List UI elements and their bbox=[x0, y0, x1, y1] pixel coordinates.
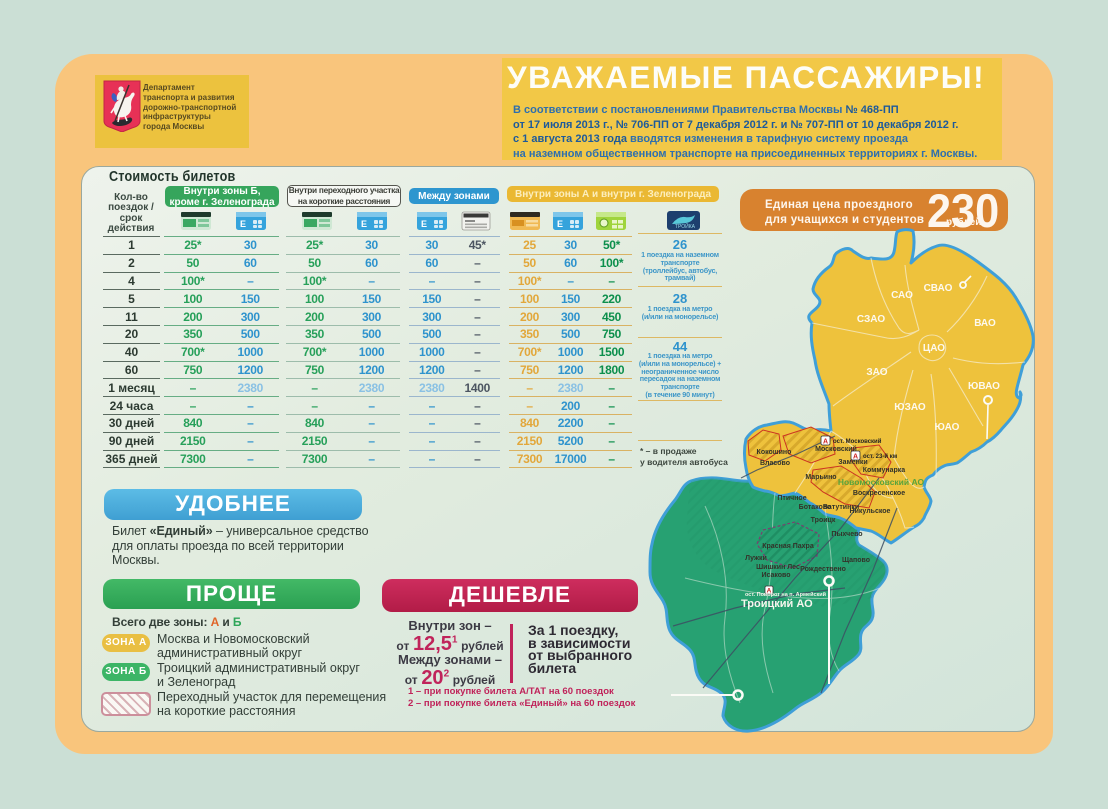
svg-text:СВАО: СВАО bbox=[924, 283, 953, 294]
svg-text:Лужки: Лужки bbox=[745, 555, 767, 562]
svg-text:Власово: Власово bbox=[760, 460, 790, 467]
svg-text:Кокошино: Кокошино bbox=[757, 449, 792, 456]
svg-text:Пыхчево: Пыхчево bbox=[831, 531, 862, 538]
svg-text:Троицкий АО: Троицкий АО bbox=[741, 598, 813, 610]
svg-text:ВАО: ВАО bbox=[974, 318, 996, 329]
svg-text:Ватутинки: Ватутинки bbox=[823, 504, 859, 511]
svg-text:Коммунарка: Коммунарка bbox=[863, 467, 906, 474]
svg-text:Исаково: Исаково bbox=[761, 572, 790, 579]
svg-text:Шишкин Лес: Шишкин Лес bbox=[756, 564, 800, 571]
svg-text:ост. 23-й км: ост. 23-й км bbox=[863, 453, 898, 460]
svg-text:А: А bbox=[853, 454, 858, 461]
svg-text:А: А bbox=[823, 439, 828, 446]
svg-text:Московский: Московский bbox=[815, 445, 857, 453]
svg-text:Никульское: Никульское bbox=[850, 508, 891, 515]
svg-text:А: А bbox=[767, 588, 772, 595]
svg-text:Птичное: Птичное bbox=[777, 495, 806, 502]
svg-text:ост. Московский: ост. Московский bbox=[833, 438, 882, 445]
svg-text:Красная Пахра: Красная Пахра bbox=[762, 543, 814, 550]
svg-text:ЮЗАО: ЮЗАО bbox=[894, 402, 926, 413]
svg-text:ЦАО: ЦАО bbox=[923, 343, 945, 354]
svg-text:ЗАО: ЗАО bbox=[866, 367, 887, 378]
svg-text:СЗАО: СЗАО bbox=[857, 314, 885, 325]
svg-text:САО: САО bbox=[891, 290, 913, 301]
svg-text:Заменки: Заменки bbox=[838, 459, 867, 466]
svg-text:Марьино: Марьино bbox=[805, 474, 836, 481]
svg-text:ЮВАО: ЮВАО bbox=[968, 381, 1000, 392]
svg-text:Ботаково: Ботаково bbox=[799, 504, 832, 511]
svg-text:ЮАО: ЮАО bbox=[935, 422, 960, 433]
svg-text:Щапово: Щапово bbox=[842, 557, 870, 564]
svg-text:ост. Поворот на п. Армейский: ост. Поворот на п. Армейский bbox=[745, 591, 826, 598]
svg-text:Рождествено: Рождествено bbox=[800, 566, 846, 573]
svg-text:Новомосковский АО: Новомосковский АО bbox=[838, 477, 925, 487]
svg-text:Воскресенское: Воскресенское bbox=[853, 490, 905, 497]
svg-text:Троицк: Троицк bbox=[811, 517, 836, 524]
